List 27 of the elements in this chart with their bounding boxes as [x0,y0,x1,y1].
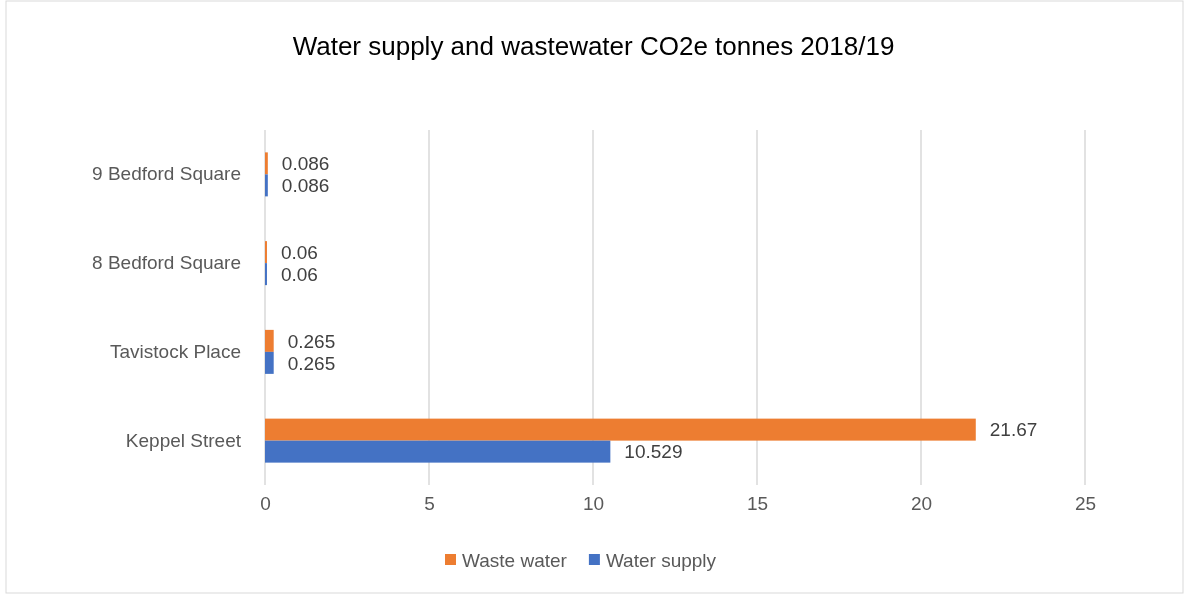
bar [265,351,274,374]
x-tick-label: 25 [1074,493,1097,515]
x-tick-label: 10 [582,493,605,515]
x-tick-label: 5 [424,493,435,515]
chart-title: Water supply and wastewater CO2e tonnes 2018/19 [292,31,895,61]
data-label: 0.06 [280,241,318,263]
data-label: 0.265 [287,330,336,352]
y-tick-label: 8 Bedford Square [92,252,241,274]
bar [265,440,611,463]
data-label: 10.529 [624,441,683,463]
legend-label: Waste water [462,549,568,571]
data-label: 21.67 [989,419,1038,441]
x-tick-label: 15 [746,493,769,515]
data-label: 0.086 [281,175,330,197]
bar [265,418,976,441]
data-label: 0.265 [287,352,336,374]
y-tick-label: 9 Bedford Square [92,163,241,185]
bar [265,329,274,352]
legend-label: Water supply [605,549,717,571]
data-label: 0.06 [280,263,318,285]
bar [265,152,268,175]
y-tick-label: Keppel Street [125,429,242,451]
x-tick-label: 0 [260,493,271,515]
bar [265,174,268,197]
x-tick-label: 20 [910,493,933,515]
data-label: 0.086 [281,153,330,175]
y-tick-label: Tavistock Place [110,340,241,362]
